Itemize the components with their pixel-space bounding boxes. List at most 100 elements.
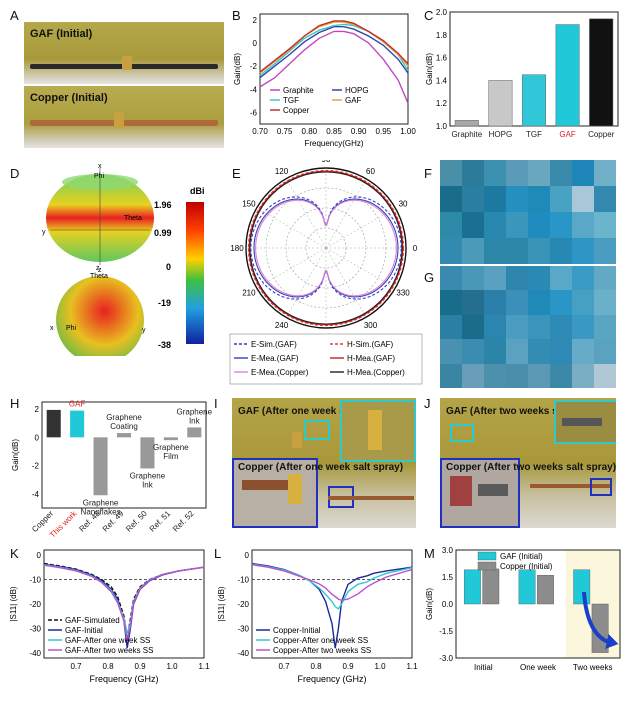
zoom-box-small: [590, 478, 612, 496]
mosaic-cell: [462, 290, 484, 315]
mosaic-cell: [440, 266, 462, 291]
mosaic-cell: [440, 363, 462, 388]
chart-c-gain-bar: 2.0 1.8 1.6 1.4 1.2 1.0 Gain(dB) Graphite HOPG TG…: [425, 8, 619, 139]
copper-strip: [530, 484, 610, 488]
y-tick-label: -30: [237, 625, 249, 634]
axis-theta-top: Theta: [124, 215, 142, 222]
y-tick-label: -1.5: [439, 627, 453, 636]
mosaic-cell: [528, 339, 550, 364]
axis-theta-bottom: Theta: [90, 273, 108, 280]
x-tick-label: 0.8: [310, 662, 322, 671]
angle-label: 90: [322, 160, 331, 164]
y-tick-label: -2: [32, 462, 40, 471]
mosaic-cell: [594, 160, 616, 186]
mosaic-cell: [572, 186, 594, 212]
x-tick-label: 0.80: [302, 127, 318, 136]
y-tick-label: 1.6: [436, 54, 448, 63]
angle-label: 330: [396, 289, 410, 298]
series-line: [251, 564, 413, 602]
y-tick-label: -10: [237, 575, 249, 584]
mosaic-cell: [484, 266, 506, 291]
y-tick-label: 1.2: [436, 99, 448, 108]
mosaic-cell: [440, 212, 462, 238]
y-tick-label: -4: [250, 85, 258, 94]
panel-j-top-label: GAF (After two weeks salt spray): [446, 406, 603, 417]
e-plane-trace: [255, 199, 397, 297]
mosaic-cell: [484, 314, 506, 340]
mosaic-cell: [484, 290, 506, 315]
bar-annotation: Coating: [110, 422, 138, 431]
polar-spoke: [325, 247, 396, 289]
panel-d-3d-radiation: x Phi Theta y z z Theta x Phi y dBi 1.96…: [42, 163, 205, 356]
y-axis-label: Gain(dB): [425, 588, 434, 620]
bar: [187, 427, 202, 438]
bar: [482, 568, 500, 605]
x-tick-label: 0.75: [277, 127, 293, 136]
bar: [589, 18, 614, 127]
series-line: [43, 564, 205, 641]
legend-label: GAF: [345, 96, 362, 105]
colorbar-tick: 0.99: [154, 228, 172, 238]
panel-i-photo: GAF (After one week salt spray) Copper (…: [232, 398, 416, 528]
y-tick-label: -30: [29, 625, 41, 634]
axis-phi-bottom: Phi: [66, 325, 77, 332]
x-axis-label: Frequency (GHz): [89, 674, 158, 684]
legend-label: Graphite: [283, 86, 314, 95]
plot-frame: [251, 549, 413, 659]
zoom-inset-gaf: [554, 400, 616, 444]
axis-x-top: x: [98, 163, 102, 170]
trend-arrowhead: [605, 634, 619, 649]
copper-initial-photo: Copper (Initial): [24, 86, 224, 148]
zoom-box-small: [450, 424, 474, 442]
bar-annotation: Nanoflakes: [81, 507, 121, 516]
zoom-inset-copper: [232, 458, 318, 528]
y-tick-label: -10: [29, 575, 41, 584]
e-plane-trace: [253, 198, 399, 298]
bar: [488, 80, 513, 127]
panel-label-e: E: [232, 166, 241, 181]
y-tick-label: -40: [237, 649, 249, 658]
mosaic-cell: [550, 290, 572, 315]
y-tick-label: -3.0: [439, 654, 453, 663]
bar-annotation: Graphene: [176, 407, 212, 416]
panel-i-bottom-label: Copper (After one week salt spray): [238, 462, 404, 473]
legend-label: GAF-Initial: [65, 626, 103, 635]
axis-y-top: y: [42, 229, 46, 236]
mosaic-cell: [462, 238, 484, 264]
panel-label-c: C: [424, 8, 434, 23]
mosaic-cell: [506, 186, 528, 212]
axis-x-bottom: x: [50, 325, 54, 332]
legend-swatch: [477, 561, 497, 571]
x-tick-label: 1.1: [198, 662, 210, 671]
legend-label: Copper-After one week SS: [273, 636, 368, 645]
mosaic-cell: [484, 160, 506, 186]
y-tick-label: 2.0: [436, 8, 448, 17]
x-tick-label: 0.7: [70, 662, 82, 671]
y-tick-label: 0: [37, 551, 42, 560]
x-tick-label: Ref. 52: [171, 509, 196, 534]
plot-frame: [43, 549, 205, 659]
panel-label-f: F: [424, 166, 432, 181]
mosaic-cell: [484, 363, 506, 388]
mosaic-cell: [528, 212, 550, 238]
x-tick-label: 0.8: [102, 662, 114, 671]
bar-annotation: Graphene: [153, 443, 189, 452]
axis-y-bottom: y: [142, 327, 146, 334]
mosaic-cell: [550, 363, 572, 388]
x-tick-label: 1.0: [374, 662, 386, 671]
x-tick-label: HOPG: [489, 130, 513, 139]
polar-spoke: [325, 207, 396, 249]
h-plane-trace: [249, 171, 403, 325]
bar: [537, 575, 554, 605]
mosaic-cell: [550, 186, 572, 212]
copper-strip: [328, 496, 414, 500]
x-tick-label: Copper: [588, 130, 615, 139]
legend-label: H-Sim.(GAF): [347, 340, 394, 349]
mosaic-cell: [572, 339, 594, 364]
mosaic-cell: [572, 266, 594, 291]
x-tick-label: 0.90: [351, 127, 367, 136]
legend-label: E-Mea.(Copper): [251, 368, 309, 377]
mosaic-cell: [594, 314, 616, 340]
polar-spoke: [256, 247, 327, 289]
colorbar-tick: -38: [158, 340, 171, 350]
